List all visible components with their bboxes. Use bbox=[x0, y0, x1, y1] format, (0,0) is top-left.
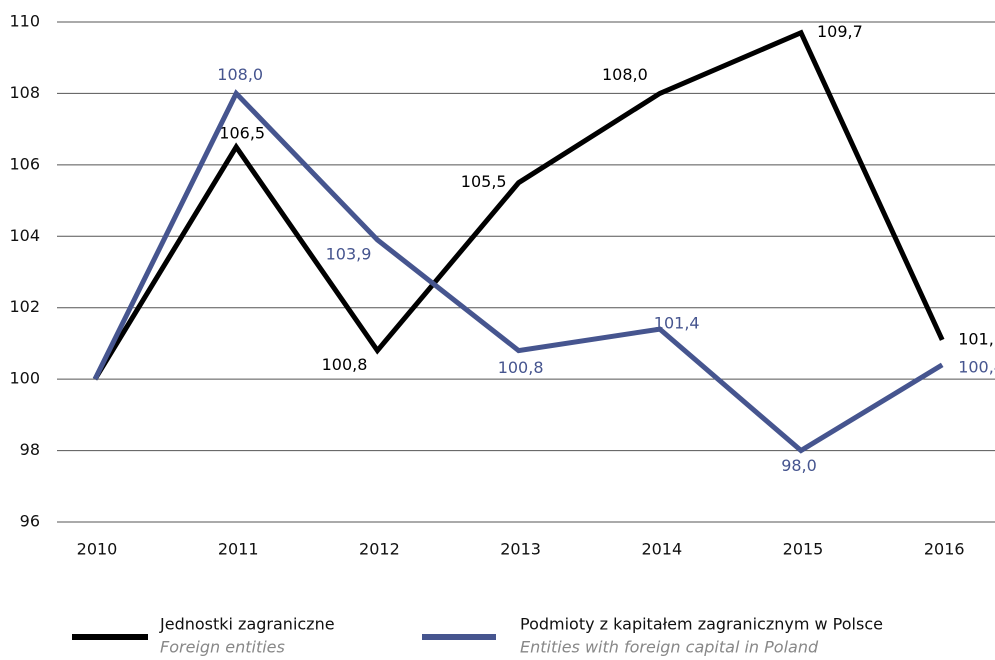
line bbox=[92, 89, 944, 454]
data-label: 101,4 bbox=[654, 314, 700, 333]
y-tick-label: 100 bbox=[9, 369, 40, 388]
y-tick-label: 98 bbox=[20, 440, 40, 459]
data-label: 100,8 bbox=[322, 355, 368, 374]
x-tick-label: 2010 bbox=[77, 540, 118, 559]
data-label: 100,4 bbox=[958, 357, 995, 376]
data-label: 108,0 bbox=[602, 65, 648, 84]
x-tick-label: 2015 bbox=[783, 540, 824, 559]
y-tick-label: 108 bbox=[9, 83, 40, 102]
legend-label: Podmioty z kapitałem zagranicznym w Pols… bbox=[520, 615, 883, 634]
x-tick-label: 2012 bbox=[359, 540, 400, 559]
y-tick-label: 96 bbox=[20, 512, 40, 531]
x-tick-label: 2016 bbox=[924, 540, 965, 559]
y-tick-label: 104 bbox=[9, 226, 40, 245]
legend-label: Jednostki zagraniczne bbox=[159, 615, 335, 634]
data-label: 105,5 bbox=[461, 172, 507, 191]
data-label: 100,8 bbox=[498, 358, 544, 377]
x-tick-label: 2014 bbox=[641, 540, 682, 559]
data-label: 101,1 bbox=[958, 329, 995, 348]
x-tick-label: 2011 bbox=[218, 540, 259, 559]
data-label: 109,7 bbox=[817, 22, 863, 41]
y-tick-label: 102 bbox=[9, 297, 40, 316]
data-label: 106,5 bbox=[219, 124, 265, 143]
legend-sublabel: Entities with foreign capital in Poland bbox=[520, 638, 819, 657]
line bbox=[92, 29, 945, 381]
x-tick-label: 2013 bbox=[500, 540, 541, 559]
legend-sublabel: Foreign entities bbox=[160, 638, 285, 657]
data-label: 108,0 bbox=[217, 65, 263, 84]
y-tick-label: 110 bbox=[9, 12, 40, 31]
y-tick-label: 106 bbox=[9, 154, 40, 173]
data-label: 98,0 bbox=[781, 456, 817, 475]
data-label: 103,9 bbox=[326, 244, 372, 263]
